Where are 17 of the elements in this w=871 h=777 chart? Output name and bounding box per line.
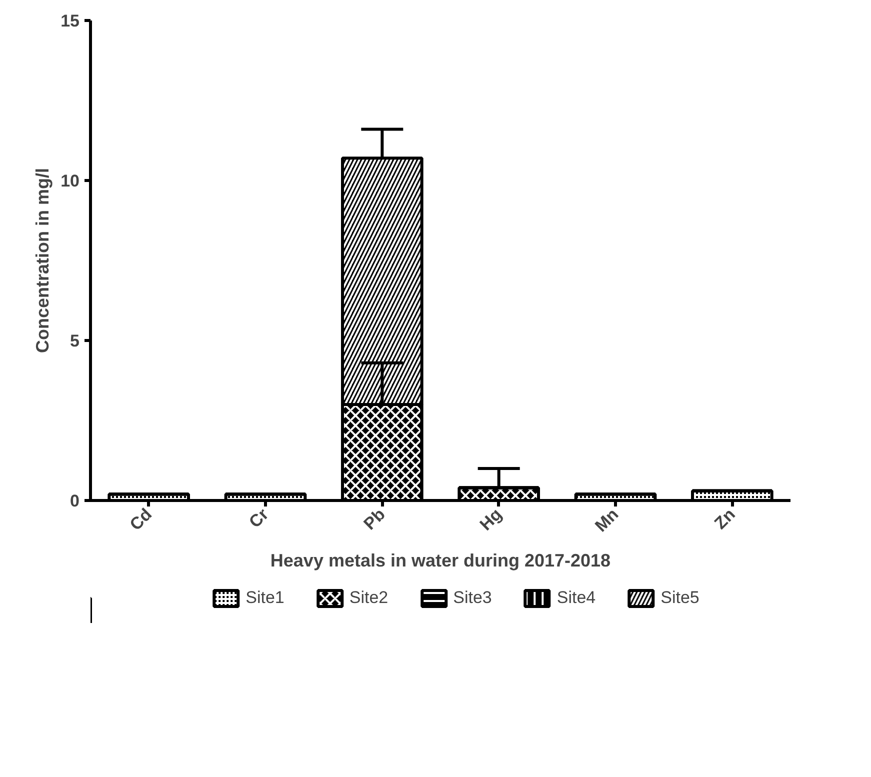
legend-label: Site2: [349, 588, 388, 608]
x-tick-label: Cr: [245, 504, 272, 532]
y-tick-label: 0: [70, 492, 80, 510]
legend-label: Site5: [660, 588, 700, 608]
x-tick-label: Cd: [126, 504, 156, 534]
x-tick-label: Hg: [476, 504, 506, 534]
y-tick-label: 5: [70, 332, 80, 350]
x-tick-label: Pb: [360, 504, 389, 534]
legend-label: Site3: [453, 588, 492, 608]
x-tick-label: Mn: [591, 504, 622, 536]
y-tick-label: 15: [60, 12, 80, 30]
x-axis-title: Heavy metals in water during 2017-2018: [270, 550, 611, 570]
y-tick-label: 10: [60, 172, 80, 190]
legend-label: Site1: [246, 588, 284, 608]
y-axis-title: Concentration in mg/l: [32, 168, 53, 353]
x-tick-label: Zn: [710, 504, 739, 533]
legend-label: Site4: [556, 588, 596, 608]
